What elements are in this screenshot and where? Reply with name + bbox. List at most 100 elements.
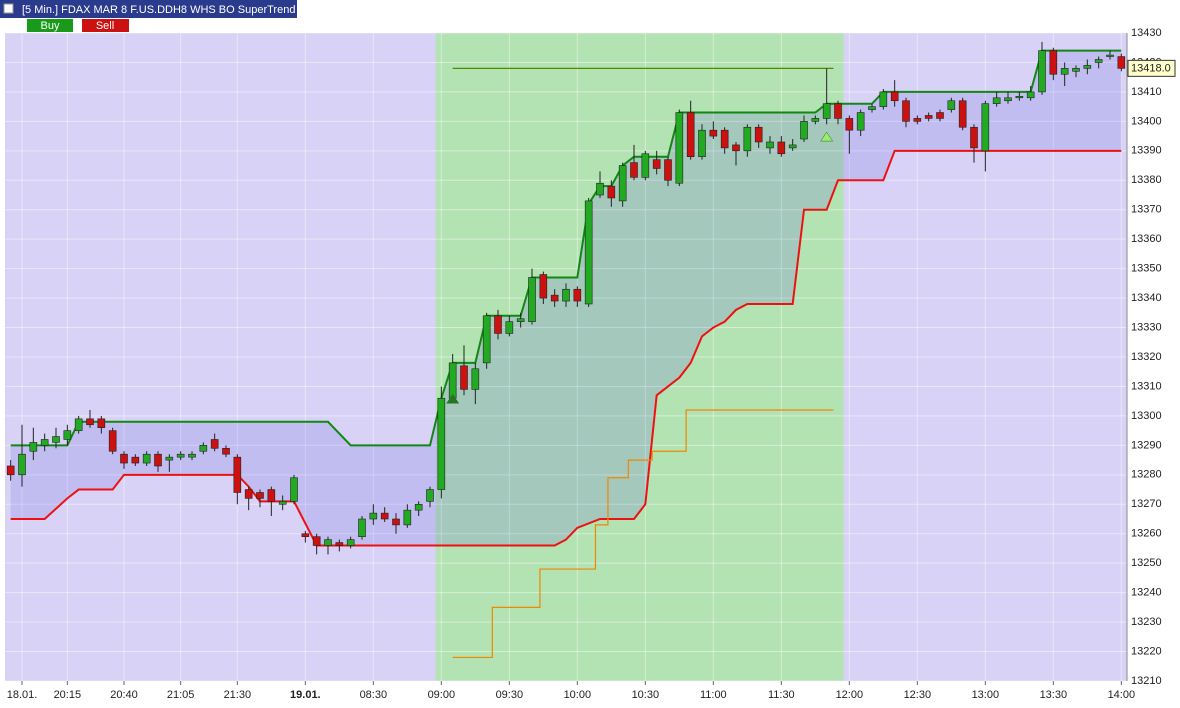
candle-body (494, 315, 502, 334)
candle-body (482, 315, 491, 364)
x-tick-label: 21:30 (224, 689, 252, 701)
candle-body (754, 126, 763, 143)
candle-body (618, 165, 627, 202)
indicator-line (452, 409, 834, 659)
candle-body (460, 365, 468, 390)
candle-body (358, 518, 366, 537)
candle-body (278, 501, 287, 505)
candle-body (471, 368, 480, 390)
y-tick-label: 13360 (1131, 233, 1162, 245)
y-tick-label: 13210 (1131, 675, 1162, 687)
candle-body (596, 182, 604, 196)
candle-body (290, 477, 298, 502)
candle-body (335, 542, 344, 546)
candle-body (29, 442, 38, 452)
candle-body (346, 539, 355, 546)
toolbar-title: [5 Min.] FDAX MAR 8 F.US.DDH8 WHS BO Sup… (22, 4, 295, 16)
y-tick-label: 13380 (1131, 174, 1162, 186)
candle-body (188, 453, 196, 458)
candle-body (822, 103, 831, 119)
candle-body (539, 274, 548, 299)
candle-body (414, 503, 423, 511)
candle-body (924, 115, 933, 119)
y-tick-label: 13230 (1131, 616, 1162, 628)
candle-body (165, 456, 174, 461)
expand-icon[interactable] (3, 3, 14, 14)
candle-body (267, 489, 276, 502)
x-tick-label: 09:30 (496, 689, 524, 701)
x-tick-label: 08:30 (360, 689, 388, 701)
sell-label: Sell (96, 20, 114, 32)
last-price-box (1127, 59, 1176, 77)
candle-body (52, 436, 60, 443)
y-tick-label: 13370 (1131, 204, 1162, 216)
candle-body (154, 453, 162, 467)
candle-body (18, 453, 26, 476)
plot-area (5, 32, 1127, 685)
candle-body (1094, 59, 1103, 63)
y-tick-label: 13410 (1131, 86, 1162, 98)
candle-body (142, 453, 151, 464)
candle-body (301, 533, 310, 537)
candle-body (448, 362, 457, 399)
candle-body (1004, 97, 1012, 102)
candle-body (108, 430, 117, 452)
candle-body (312, 536, 321, 546)
y-tick-label: 13330 (1131, 321, 1162, 333)
candle-body (1106, 54, 1114, 57)
candle-body (86, 418, 94, 426)
y-tick-label: 13220 (1131, 645, 1162, 657)
candle-body (528, 277, 536, 322)
candle-body (233, 456, 242, 493)
buy-button[interactable] (27, 19, 73, 32)
last-price-label: 13418.0 (1131, 62, 1171, 74)
candle-body (210, 439, 219, 449)
candle-body (1117, 56, 1126, 69)
candle-body (562, 288, 570, 302)
toolbar (0, 0, 297, 18)
candle-body (1083, 65, 1092, 69)
y-tick-label: 13290 (1131, 439, 1162, 451)
candle-body (992, 97, 1001, 104)
y-tick-label: 13350 (1131, 263, 1162, 275)
session-highlight (435, 33, 844, 681)
candle-body (936, 112, 944, 119)
candle-body (1038, 50, 1046, 93)
candle-body (199, 445, 208, 452)
candle-body (652, 159, 661, 169)
candle-body (74, 418, 83, 431)
y-tick-label: 13390 (1131, 145, 1162, 157)
candle-body (1072, 68, 1080, 72)
y-tick-label: 13340 (1131, 292, 1162, 304)
candle-body (709, 129, 718, 137)
candle-body (1015, 96, 1024, 99)
candle-body (392, 518, 400, 526)
candle-body (222, 448, 230, 455)
candle-body (834, 103, 842, 119)
x-tick-label: 19.01. (290, 689, 321, 701)
candle-body (845, 118, 854, 131)
signal-marker (446, 393, 460, 404)
candle-body (6, 465, 15, 476)
candle-body (902, 100, 910, 122)
candle-body (1060, 68, 1069, 75)
candle-body (788, 144, 797, 149)
candle-body (97, 418, 106, 428)
indicator-line (10, 149, 1122, 547)
x-tick-label: 18.01. (7, 689, 38, 701)
candle-body (970, 126, 978, 149)
candle-body (641, 153, 650, 178)
candle-body (766, 141, 774, 149)
candle-body (176, 453, 185, 458)
candle-body (256, 492, 264, 499)
candle-body (1026, 91, 1035, 99)
candle-body (664, 159, 672, 181)
y-tick-label: 13300 (1131, 410, 1162, 422)
x-tick-label: 12:00 (836, 689, 864, 701)
sell-button[interactable] (82, 19, 129, 32)
candle-body (426, 489, 434, 502)
candle-body (40, 439, 49, 446)
candle-body (120, 453, 128, 464)
signal-marker (820, 131, 834, 142)
x-tick-label: 20:15 (54, 689, 82, 701)
